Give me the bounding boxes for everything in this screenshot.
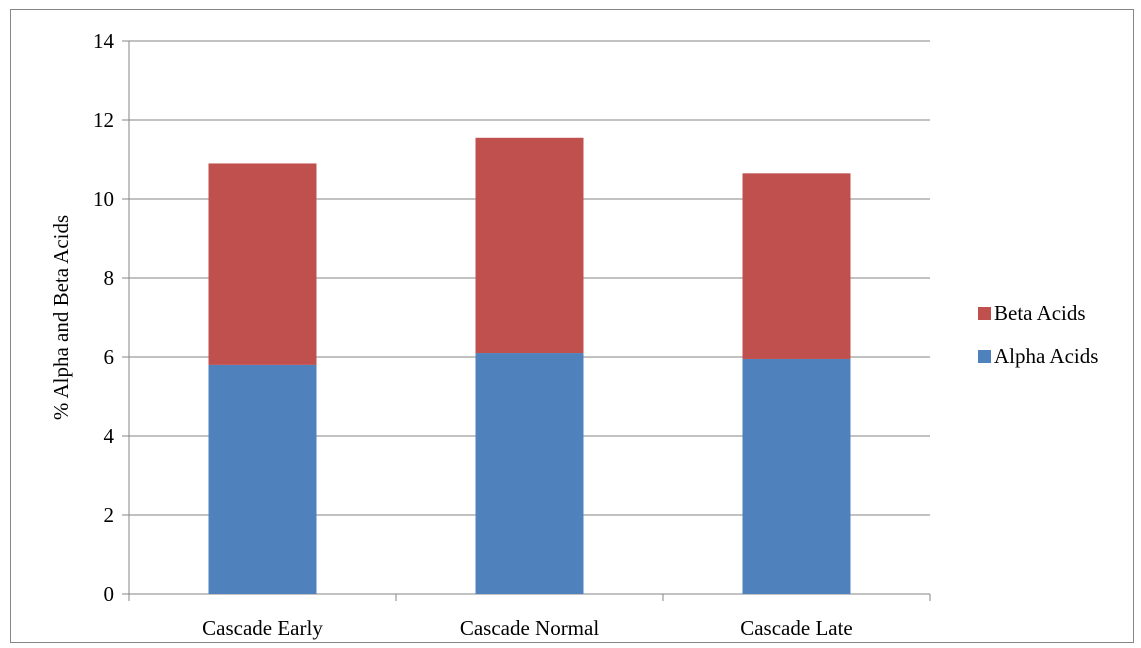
y-tick-labels: 0 2 4 6 8 10 12 14 xyxy=(93,29,115,606)
bar-alpha-acids-1 xyxy=(475,353,584,594)
bar-alpha-acids-2 xyxy=(742,358,851,594)
legend: Beta Acids Alpha Acids xyxy=(978,301,1098,368)
legend-label-alpha-acids: Alpha Acids xyxy=(994,344,1098,368)
y-tick-label: 12 xyxy=(93,108,114,132)
x-category-label: Cascade Late xyxy=(740,616,853,640)
y-tick-label: 0 xyxy=(104,582,115,606)
y-tick-label: 10 xyxy=(93,187,114,211)
legend-label-beta-acids: Beta Acids xyxy=(994,301,1086,325)
bar-beta-acids-2 xyxy=(742,173,851,359)
bar-alpha-acids-0 xyxy=(208,364,317,594)
legend-swatch-alpha-acids xyxy=(978,350,991,363)
bar-beta-acids-0 xyxy=(208,163,317,365)
y-tick-label: 6 xyxy=(104,345,115,369)
bars xyxy=(208,137,851,594)
bar-beta-acids-1 xyxy=(475,137,584,354)
x-category-label: Cascade Early xyxy=(202,616,323,640)
y-tick-label: 2 xyxy=(104,503,115,527)
x-category-label: Cascade Normal xyxy=(460,616,600,640)
y-tick-label: 8 xyxy=(104,266,115,290)
y-tick-label: 14 xyxy=(93,29,115,53)
y-tick-label: 4 xyxy=(104,424,115,448)
y-axis-title: % Alpha and Beta Acids xyxy=(49,215,73,420)
category-labels: Cascade Early Cascade Normal Cascade Late xyxy=(202,616,853,640)
legend-swatch-beta-acids xyxy=(978,307,991,320)
